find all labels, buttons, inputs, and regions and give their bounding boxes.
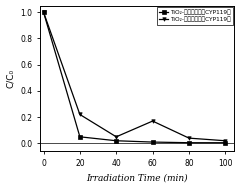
TiO₂-被苯罗啔负载CYP119前: [224, 142, 227, 144]
TiO₂-被苯罗啔负载CYP119前: [187, 142, 190, 144]
TiO₂-被苯罗啔负载CYP119后: [224, 140, 227, 142]
TiO₂-被苯罗啔负载CYP119后: [115, 136, 118, 138]
Line: TiO₂-被苯罗啔负载CYP119前: TiO₂-被苯罗啔负载CYP119前: [42, 10, 227, 144]
TiO₂-被苯罗啔负载CYP119前: [151, 141, 154, 143]
TiO₂-被苯罗啔负载CYP119前: [42, 11, 45, 13]
Line: TiO₂-被苯罗啔负载CYP119后: TiO₂-被苯罗啔负载CYP119后: [42, 10, 227, 143]
Y-axis label: C/C₀: C/C₀: [6, 69, 15, 88]
X-axis label: Irradiation Time (min): Irradiation Time (min): [86, 174, 188, 182]
TiO₂-被苯罗啔负载CYP119后: [78, 113, 81, 116]
TiO₂-被苯罗啔负载CYP119后: [42, 11, 45, 13]
TiO₂-被苯罗啔负载CYP119前: [78, 136, 81, 138]
TiO₂-被苯罗啔负载CYP119后: [187, 137, 190, 139]
TiO₂-被苯罗啔负载CYP119后: [151, 120, 154, 122]
Legend: TiO₂-被苯罗啔负载CYP119前, TiO₂-被苯罗啔负载CYP119后: TiO₂-被苯罗啔负载CYP119前, TiO₂-被苯罗啔负载CYP119后: [157, 7, 233, 25]
TiO₂-被苯罗啔负载CYP119前: [115, 140, 118, 142]
